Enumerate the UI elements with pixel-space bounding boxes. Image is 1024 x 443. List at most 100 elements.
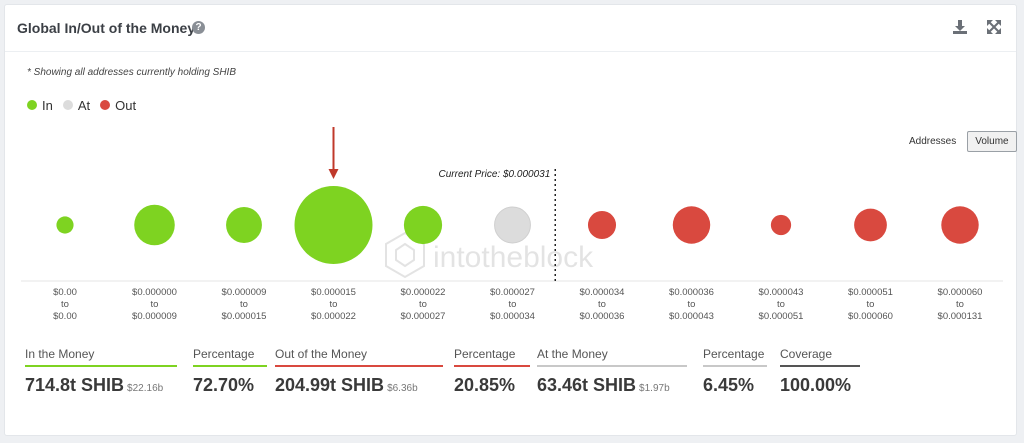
stat-rule [703,365,767,367]
range-price-label: $0.000131 [938,311,983,322]
range-to-label: to [777,299,785,310]
download-icon[interactable] [951,18,969,36]
highlight-arrow-head [328,169,339,179]
stat-3: Percentage 20.85% [454,345,530,396]
bubble-chart: intotheblock $0.00to$0.00$0.000000to$0.0… [21,127,1003,322]
range-price-label: $0.000022 [311,311,356,322]
stat-value: 714.8t SHIB $22.16b [25,375,164,395]
stat-value: 63.46t SHIB $1.97b [537,375,670,395]
legend-label-out: Out [115,97,137,113]
holders-note: * Showing all addresses currently holdin… [27,67,236,78]
watermark-text: intotheblock [433,241,594,274]
bubble-in[interactable] [226,207,262,243]
legend-label-at: At [77,97,91,113]
stat-label: Percentage [454,347,516,361]
bubble-in[interactable] [403,205,443,245]
stat-label: Percentage [703,347,765,361]
range-to-label: to [240,299,248,310]
bubble-in[interactable] [56,216,74,234]
range-to-label: to [509,299,517,310]
bubble-out[interactable] [854,208,887,242]
card-title: Global In/Out of the Money [17,20,196,36]
range-price-label: $0.000043 [669,311,714,322]
range-to-label: to [688,299,696,310]
stat-label: In the Money [25,347,95,361]
range-price-label: $0.000036 [669,287,714,298]
stat-rule [454,365,530,367]
legend-item-at[interactable]: At [62,97,91,113]
bubble-out[interactable] [587,210,617,240]
stat-usd-value: $1.97b [639,383,670,394]
bubble-out[interactable] [770,214,792,236]
range-price-label: $0.000051 [759,311,804,322]
stat-rule [275,365,443,367]
range-price-label: $0.000060 [938,287,983,298]
stat-5: Percentage 6.45% [703,345,767,396]
legend-dot-at [62,100,73,110]
range-price-label: $0.000027 [490,287,535,298]
legend-dot-in [27,100,37,110]
stat-label: Percentage [193,347,255,361]
range-to-label: to [61,299,69,310]
range-price-label: $0.000027 [401,311,446,322]
range-to-label: to [151,299,159,310]
range-to-label: to [330,299,338,310]
stat-4: At the Money 63.46t SHIB $1.97b [537,345,687,396]
stat-2: Out of the Money 204.99t SHIB $6.36b [275,345,443,396]
stat-1: Percentage 72.70% [193,345,267,396]
legend: In At Out [27,96,146,114]
stat-rule [25,365,177,367]
stat-rule [193,365,267,367]
range-price-label: $0.000015 [222,311,267,322]
in-out-money-card: Global In/Out of the Money ? * Showing a… [4,4,1017,436]
range-price-label: $0.00 [53,311,77,322]
metric-toggle: Addresses Volume [898,131,1017,152]
volume-toggle-button[interactable]: Volume [967,131,1017,152]
stat-rule [537,365,687,367]
bubble-out[interactable] [672,206,711,244]
stat-label: At the Money [537,347,608,361]
range-price-label: $0.000022 [401,287,446,298]
bubble-out[interactable] [941,206,979,244]
bubble-at[interactable] [494,206,531,244]
current-price-label: Current Price: $0.000031 [439,169,551,180]
range-price-label: $0.000015 [311,287,356,298]
stat-value: 20.85% [454,375,516,395]
help-icon[interactable]: ? [192,21,205,34]
range-price-label: $0.000036 [580,311,625,322]
bubble-in[interactable] [134,204,175,246]
summary-stats: In the Money 714.8t SHIB $22.16b Percentage… [5,345,1016,425]
range-price-label: $0.000009 [132,311,177,322]
stat-rule [780,365,860,367]
range-price-label: $0.000043 [759,287,804,298]
legend-item-out[interactable]: Out [100,98,136,113]
stat-value: 204.99t SHIB $6.36b [275,375,418,395]
range-price-label: $0.00 [53,287,77,298]
range-price-label: $0.000051 [848,287,893,298]
range-to-label: to [598,299,606,310]
range-price-label: $0.000060 [848,311,893,322]
stat-value: 100.00% [780,375,852,395]
stat-6: Coverage 100.00% [780,345,860,396]
expand-icon[interactable] [985,18,1003,36]
range-price-label: $0.000034 [580,287,625,298]
addresses-toggle-button[interactable]: Addresses [901,131,965,152]
stat-0: In the Money 714.8t SHIB $22.16b [25,345,177,396]
range-price-label: $0.000000 [132,287,177,298]
stat-value: 72.70% [193,375,255,395]
legend-item-in[interactable]: In [27,98,53,113]
card-header: Global In/Out of the Money ? [5,5,1016,52]
range-to-label: to [867,299,875,310]
stat-usd-value: $6.36b [387,383,418,394]
stat-label: Out of the Money [275,347,368,361]
watermark: intotheblock [385,231,594,279]
range-price-label: $0.000009 [222,287,267,298]
range-to-label: to [419,299,427,310]
stat-value: 6.45% [703,375,755,395]
stat-label: Coverage [780,347,833,361]
legend-label-in: In [42,97,53,113]
legend-dot-out [100,100,111,110]
bubble-in[interactable] [294,186,373,264]
stat-usd-value: $22.16b [127,383,164,394]
range-to-label: to [956,299,964,310]
